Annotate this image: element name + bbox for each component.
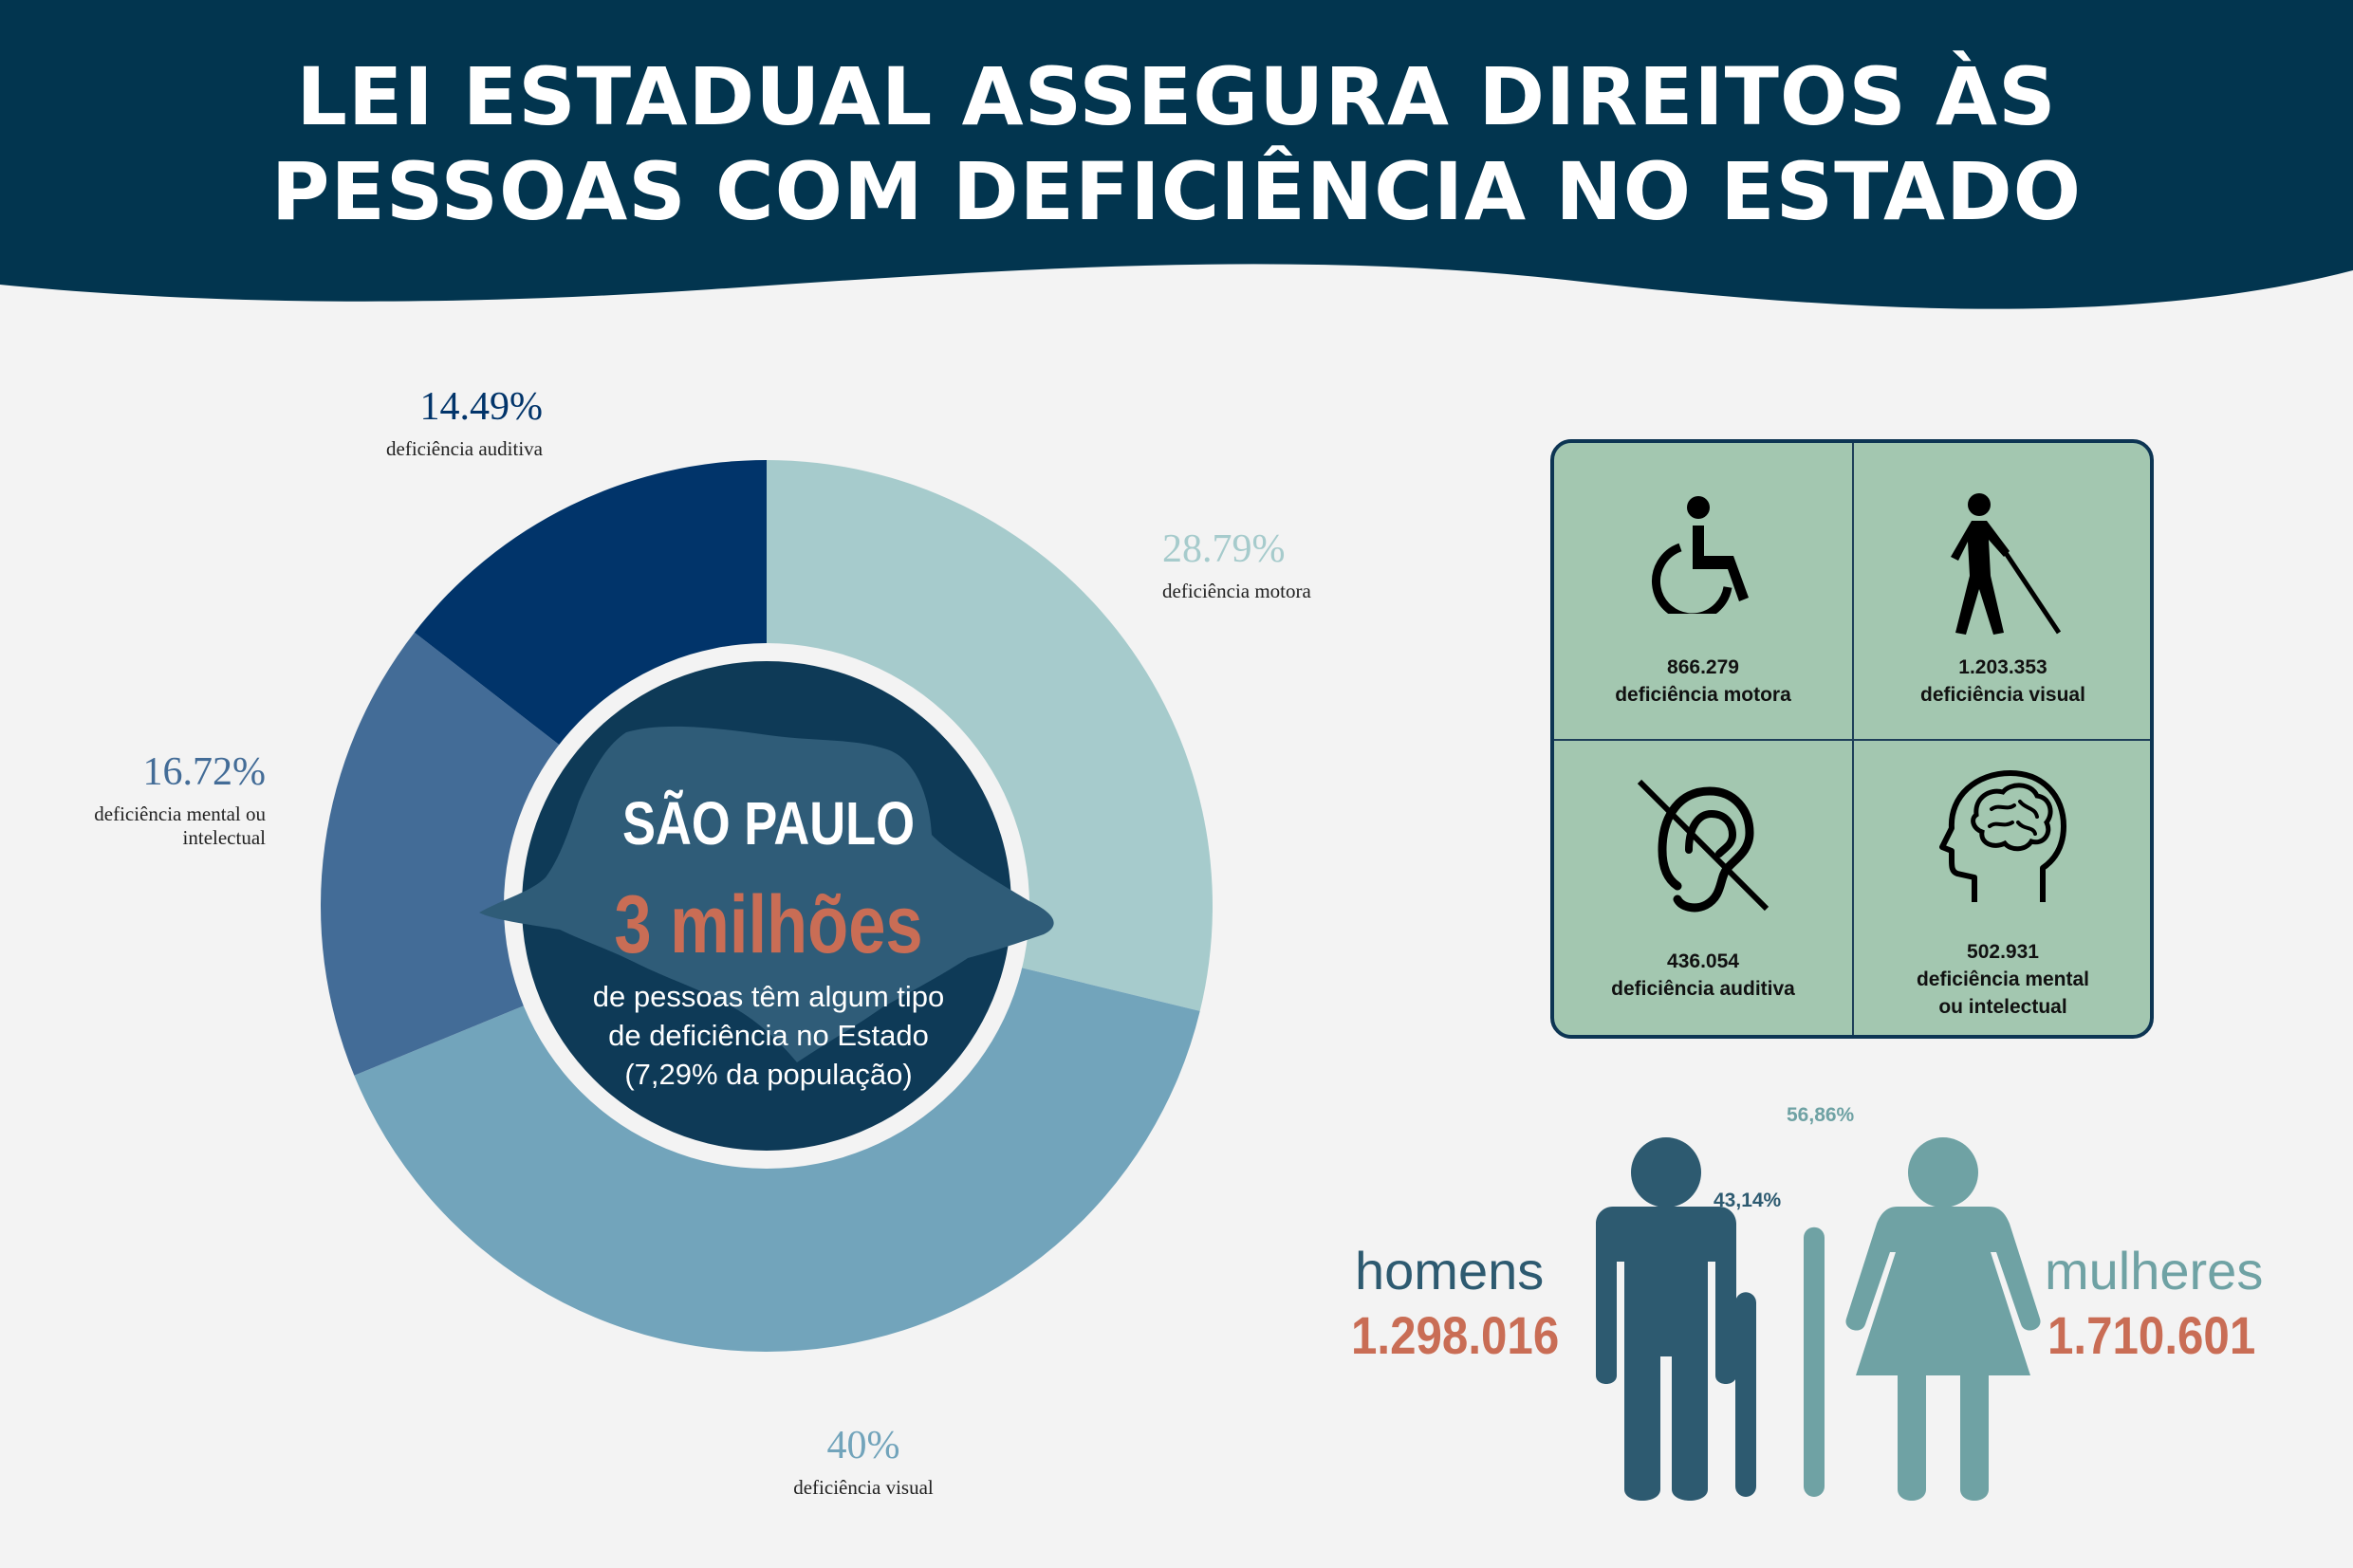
category-label-motora: deficiência motora [1615, 684, 1791, 706]
category-number-auditiva: 436.054 [1667, 950, 1739, 972]
woman-icon [1845, 1137, 2041, 1501]
women-percent-bar [1804, 1227, 1825, 1497]
wheelchair-icon [1652, 496, 1749, 614]
slice-pct-auditiva: 14.49% [419, 385, 544, 429]
men-percent-bar [1735, 1292, 1756, 1497]
man-icon [1596, 1137, 1736, 1501]
category-label-mental-line1: deficiência mental [1916, 968, 2090, 990]
men-percent-label: 43,14% [1714, 1190, 1782, 1211]
sao-paulo-map-icon [479, 726, 1054, 1062]
slice-name-auditiva: deficiência auditiva [386, 437, 543, 460]
category-label-visual: deficiência visual [1920, 684, 2085, 706]
category-number-mental: 502.931 [1967, 941, 2039, 963]
women-label: mulheres [2045, 1241, 2264, 1301]
slice-name-mental: deficiência mental ou intelectual [94, 802, 266, 849]
slice-pct-mental: 16.72% [142, 750, 267, 794]
women-value: 1.710.601 [2047, 1305, 2256, 1365]
slice-pct-visual: 40% [826, 1424, 900, 1467]
men-value: 1.298.016 [1351, 1305, 1560, 1365]
category-cell-mental: 502.931 deficiência mental ou intelectua… [1854, 741, 2150, 1035]
deaf-ear-icon [1637, 779, 1769, 913]
head-brain-icon [1939, 770, 2066, 902]
title-line-2: PESSOAS COM DEFICIÊNCIA NO ESTADO [270, 145, 2083, 238]
slice-name-motora: deficiência motora [1162, 580, 1311, 602]
page-title: LEI ESTADUAL ASSEGURA DIREITOS ÀS PESSOA… [0, 49, 2353, 239]
slice-label-motora: 28.79% deficiência motora [1162, 526, 1409, 603]
panel-divider-horizontal [1554, 739, 2150, 741]
slice-name-visual: deficiência visual [793, 1476, 934, 1499]
center-state-name: SÃO PAULO [621, 789, 916, 858]
category-number-motora: 866.279 [1667, 656, 1739, 678]
slice-label-visual: 40% deficiência visual [750, 1423, 977, 1500]
slice-label-mental: 16.72% deficiência mental ou intelectual [38, 749, 266, 850]
center-count: 3 milhões [614, 879, 923, 970]
header-banner [0, 0, 2353, 309]
title-line-1: LEI ESTADUAL ASSEGURA DIREITOS ÀS [296, 50, 2057, 143]
category-label-mental-line2: ou intelectual [1938, 996, 2067, 1018]
donut-chart [320, 460, 1213, 1352]
slice-pct-motora: 28.79% [1162, 527, 1286, 571]
blind-person-cane-icon [1951, 493, 2062, 635]
men-label: homens [1355, 1241, 1545, 1301]
category-number-visual: 1.203.353 [1958, 656, 2047, 678]
gender-chart [1596, 1137, 2041, 1501]
category-cell-motora: 866.279 deficiência motora [1554, 443, 1852, 739]
center-description: de pessoas têm algum tipo de deficiência… [592, 980, 945, 1091]
category-cell-auditiva: 436.054 deficiência auditiva [1554, 741, 1852, 1035]
categories-panel: 866.279 deficiência motora 1.203.353 def… [1550, 439, 2154, 1039]
slice-label-auditiva: 14.49% deficiência auditiva [361, 384, 543, 461]
women-percent-label: 56,86% [1787, 1104, 1855, 1126]
category-label-auditiva: deficiência auditiva [1611, 978, 1795, 1000]
category-cell-visual: 1.203.353 deficiência visual [1854, 443, 2150, 739]
